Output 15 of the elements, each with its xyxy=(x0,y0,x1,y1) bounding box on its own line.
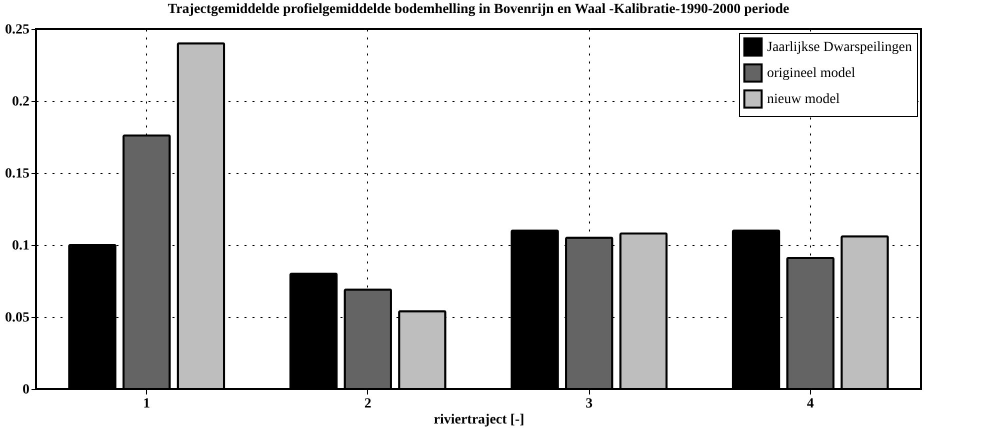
y-tick-label: 0.25 xyxy=(5,22,30,38)
y-tick-label: 0.05 xyxy=(5,310,30,326)
y-tick-label: 0.2 xyxy=(12,94,30,110)
legend-label: origineel model xyxy=(767,66,856,81)
y-tick-label: 0.15 xyxy=(5,166,30,182)
chart-title: Trajectgemiddelde profielgemiddelde bodemhelling in Bovenrijn en Waal -Kalibratie-1990-2000 periode xyxy=(168,2,790,17)
legend-label: Jaarlijkse Dwarspeilingen xyxy=(767,40,912,55)
x-tick-label: 1 xyxy=(143,396,150,412)
y-tick-label: 0.1 xyxy=(12,238,30,254)
x-tick-label: 3 xyxy=(586,396,593,412)
x-axis-title: riviertraject [-] xyxy=(434,412,524,428)
legend-label: nieuw model xyxy=(767,92,840,107)
x-tick-label: 4 xyxy=(806,396,814,412)
x-tick-label: 2 xyxy=(364,396,372,412)
y-tick-label: 0 xyxy=(22,382,30,398)
